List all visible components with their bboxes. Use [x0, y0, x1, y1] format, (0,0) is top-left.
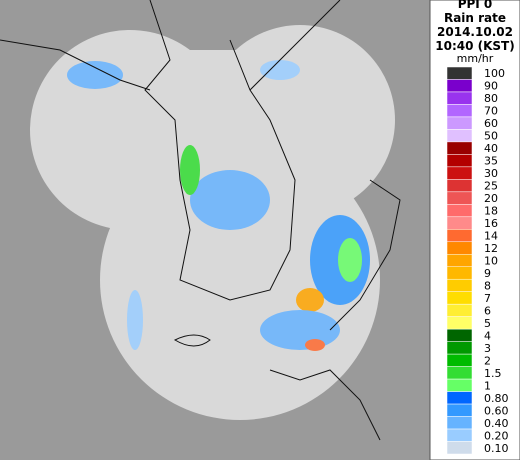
level-label: 90 [484, 80, 498, 93]
level-label: 70 [484, 105, 498, 118]
rain-echo [338, 238, 362, 282]
level-label: 1 [484, 379, 491, 392]
level-label: 12 [484, 242, 498, 255]
color-swatch [446, 353, 473, 367]
level-label: 6 [484, 304, 491, 317]
color-swatch [446, 303, 473, 317]
color-swatch [446, 229, 473, 243]
rain-echo [190, 170, 270, 230]
level-label: 5 [484, 317, 491, 330]
level-label: 40 [484, 142, 498, 155]
rain-echo [260, 310, 340, 350]
rain-echo [67, 61, 123, 89]
level-label: 9 [484, 267, 491, 280]
coverage-area [110, 50, 340, 270]
level-label: 10 [484, 255, 498, 268]
level-label: 50 [484, 130, 498, 143]
color-swatch [446, 441, 473, 455]
color-swatch [446, 428, 473, 442]
level-label: 0.40 [484, 417, 509, 430]
legend-unit: mm/hr [457, 52, 494, 65]
borders [0, 0, 401, 441]
color-swatch [446, 241, 473, 255]
color-swatch [446, 179, 473, 193]
legend-title: 2014.10.02 [437, 25, 513, 39]
level-label: 7 [484, 292, 491, 305]
color-swatch [446, 191, 473, 205]
color-swatch [446, 216, 473, 230]
color-swatch [446, 91, 473, 105]
color-swatch [446, 341, 473, 355]
color-swatch [446, 391, 473, 405]
color-swatch [446, 166, 473, 180]
color-swatch [446, 266, 473, 280]
rain-echo [260, 60, 300, 80]
level-label: 100 [484, 67, 505, 80]
level-label: 0.20 [484, 429, 509, 442]
rain-echo [296, 288, 324, 312]
color-swatch [446, 79, 473, 93]
color-swatch [446, 116, 473, 130]
color-swatch [446, 316, 473, 330]
level-label: 14 [484, 230, 498, 243]
color-swatch [446, 254, 473, 267]
color-swatch [446, 366, 473, 380]
color-swatch [446, 204, 473, 218]
border-line [249, 0, 341, 91]
level-label: 0.60 [484, 404, 509, 417]
level-label: 35 [484, 155, 498, 168]
legend-title: PPI 0 [458, 0, 493, 11]
level-label: 8 [484, 279, 491, 292]
color-swatch [446, 403, 473, 417]
level-label: 60 [484, 117, 498, 130]
color-swatch [446, 66, 473, 80]
level-label: 16 [484, 217, 498, 230]
level-label: 3 [484, 342, 491, 355]
rain-echo [180, 145, 200, 195]
color-swatch [446, 416, 473, 430]
legend-title: Rain rate [444, 11, 506, 25]
color-swatch [446, 278, 473, 292]
coastline [269, 369, 381, 441]
level-label: 25 [484, 180, 498, 193]
color-swatch [446, 141, 473, 155]
level-label: 18 [484, 205, 498, 218]
level-label: 2 [484, 354, 491, 367]
rain-echoes [67, 60, 370, 351]
rain-echo [127, 290, 143, 350]
border-line [0, 39, 151, 91]
rain-echo [305, 339, 325, 351]
jeju-island [173, 334, 211, 347]
level-label: 0.80 [484, 392, 509, 405]
color-swatch [446, 154, 473, 168]
color-swatch [446, 328, 473, 342]
level-label: 0.10 [484, 442, 509, 455]
legend-title: 10:40 (KST) [435, 39, 514, 53]
color-swatch [446, 104, 473, 118]
level-label: 4 [484, 329, 491, 342]
color-swatch [446, 291, 473, 305]
coastline [329, 179, 401, 331]
level-label: 80 [484, 92, 498, 105]
color-swatch [446, 378, 473, 392]
level-label: 20 [484, 192, 498, 205]
level-label: 1.5 [484, 367, 502, 380]
color-swatch [446, 129, 473, 143]
level-label: 30 [484, 167, 498, 180]
coastline [144, 0, 296, 301]
legend-panel [429, 0, 520, 460]
